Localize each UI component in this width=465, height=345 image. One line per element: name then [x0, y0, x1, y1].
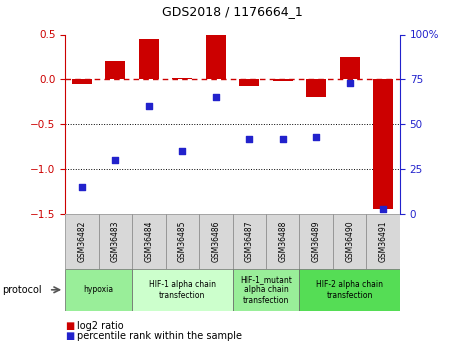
Bar — [132, 214, 166, 269]
Text: HIF-1 alpha chain
transfection: HIF-1 alpha chain transfection — [149, 280, 216, 299]
Bar — [99, 214, 132, 269]
Point — [346, 80, 353, 86]
Point — [379, 206, 387, 211]
Text: GDS2018 / 1176664_1: GDS2018 / 1176664_1 — [162, 5, 303, 18]
Text: ■: ■ — [65, 332, 74, 341]
Text: GSM36482: GSM36482 — [77, 221, 86, 262]
Text: GSM36489: GSM36489 — [312, 221, 321, 262]
Text: HIF-1_mutant
alpha chain
transfection: HIF-1_mutant alpha chain transfection — [240, 275, 292, 305]
Bar — [333, 214, 366, 269]
Text: log2 ratio: log2 ratio — [77, 321, 123, 331]
Bar — [373, 79, 393, 209]
Text: protocol: protocol — [2, 285, 42, 295]
Text: GSM36488: GSM36488 — [278, 221, 287, 262]
Text: GSM36485: GSM36485 — [178, 221, 187, 262]
Text: GSM36483: GSM36483 — [111, 221, 120, 262]
Text: ■: ■ — [65, 321, 74, 331]
Bar — [199, 214, 232, 269]
Bar — [172, 78, 193, 79]
Bar — [232, 214, 266, 269]
Text: GSM36490: GSM36490 — [345, 221, 354, 262]
Point — [279, 136, 286, 141]
Bar — [139, 39, 159, 79]
Bar — [272, 79, 293, 81]
Point — [112, 157, 119, 163]
Text: hypoxia: hypoxia — [84, 285, 113, 294]
Text: HIF-2 alpha chain
transfection: HIF-2 alpha chain transfection — [316, 280, 383, 299]
Bar — [239, 79, 259, 86]
Text: GSM36486: GSM36486 — [211, 221, 220, 262]
Bar — [299, 269, 400, 310]
Bar — [299, 214, 333, 269]
Bar — [266, 214, 299, 269]
Bar — [72, 79, 92, 84]
Text: GSM36484: GSM36484 — [144, 221, 153, 262]
Bar — [132, 269, 232, 310]
Point — [145, 104, 153, 109]
Point — [179, 148, 186, 154]
Bar — [206, 34, 226, 79]
Bar — [65, 214, 99, 269]
Bar — [65, 269, 132, 310]
Text: GSM36491: GSM36491 — [379, 221, 388, 262]
Bar — [166, 214, 199, 269]
Text: percentile rank within the sample: percentile rank within the sample — [77, 332, 242, 341]
Point — [212, 95, 219, 100]
Point — [312, 134, 320, 139]
Bar — [105, 61, 126, 79]
Point — [246, 136, 253, 141]
Bar — [366, 214, 400, 269]
Bar — [339, 57, 360, 79]
Bar — [306, 79, 326, 97]
Point — [78, 184, 86, 190]
Bar — [232, 269, 299, 310]
Text: GSM36487: GSM36487 — [245, 221, 254, 262]
